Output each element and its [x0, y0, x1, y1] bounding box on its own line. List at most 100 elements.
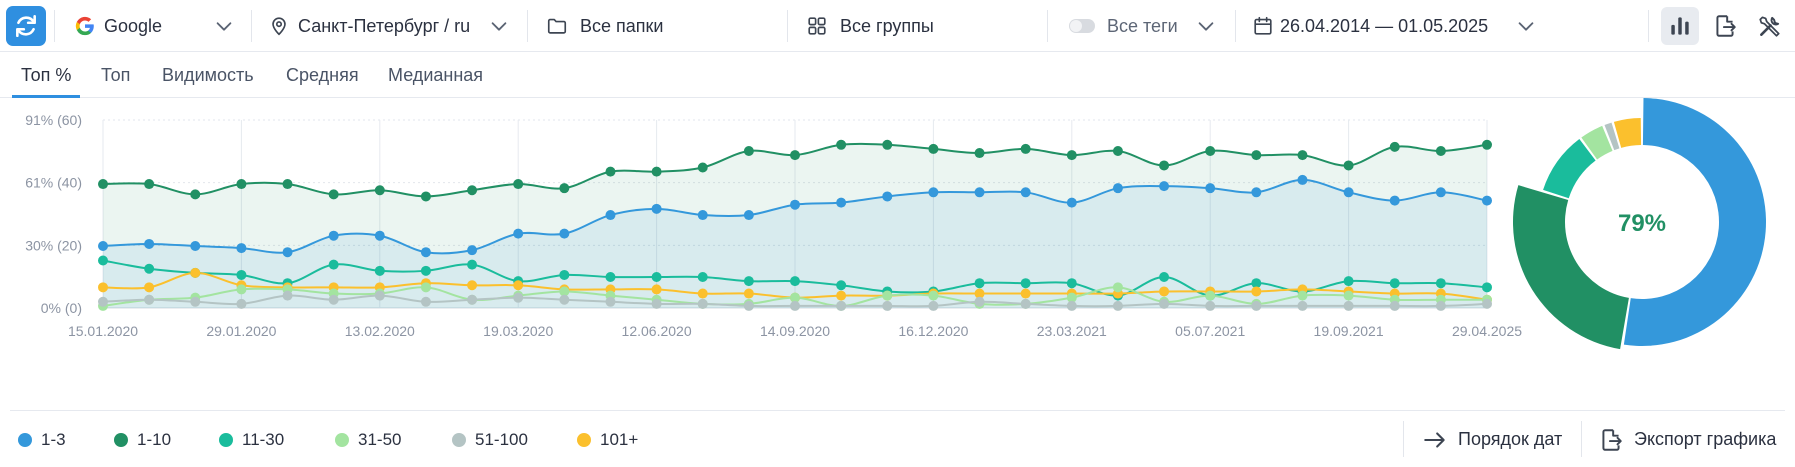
chevron-down-icon[interactable] — [1515, 15, 1537, 37]
data-point-1-3[interactable] — [1435, 187, 1446, 198]
data-point-11-30[interactable] — [743, 276, 754, 287]
data-point-51-100[interactable] — [374, 290, 385, 301]
chart-view-button[interactable] — [1661, 7, 1699, 45]
data-point-51-100[interactable] — [1112, 300, 1123, 311]
data-point-1-3[interactable] — [697, 210, 708, 221]
export-button[interactable] — [1706, 7, 1744, 45]
region-select[interactable]: Санкт-Петербург / ru — [268, 0, 470, 52]
data-point-11-30[interactable] — [1020, 278, 1031, 289]
data-point-1-10[interactable] — [974, 148, 985, 159]
data-point-31-50[interactable] — [420, 282, 431, 293]
data-point-11-30[interactable] — [467, 259, 478, 270]
settings-tools-button[interactable] — [1751, 7, 1789, 45]
data-point-1-10[interactable] — [836, 139, 847, 150]
export-chart-button[interactable]: Экспорт графика — [1598, 411, 1776, 467]
data-point-1-3[interactable] — [190, 241, 201, 252]
data-point-1-10[interactable] — [1435, 145, 1446, 156]
data-point-31-50[interactable] — [790, 292, 800, 303]
data-point-11-30[interactable] — [974, 278, 985, 289]
data-point-1-10[interactable] — [328, 189, 339, 200]
data-point-1-3[interactable] — [1297, 174, 1308, 185]
donut-slice-101+[interactable] — [1613, 118, 1642, 148]
data-point-51-100[interactable] — [743, 300, 754, 311]
data-point-31-50[interactable] — [236, 284, 247, 295]
data-point-1-10[interactable] — [1389, 141, 1400, 152]
data-point-51-100[interactable] — [1435, 300, 1446, 311]
data-point-11-30[interactable] — [1343, 276, 1354, 287]
legend-item-11-30[interactable]: 11-30 — [219, 411, 284, 467]
groups-select[interactable]: Все группы — [806, 0, 934, 52]
data-point-51-100[interactable] — [1159, 298, 1170, 309]
data-point-11-30[interactable] — [1066, 278, 1077, 289]
donut-slice-31-50[interactable] — [1581, 125, 1613, 160]
data-point-11-30[interactable] — [374, 265, 385, 276]
data-point-1-3[interactable] — [974, 187, 985, 198]
data-point-11-30[interactable] — [328, 259, 339, 270]
data-point-1-3[interactable] — [420, 247, 431, 258]
data-point-31-50[interactable] — [1343, 290, 1354, 301]
legend-item-31-50[interactable]: 31-50 — [335, 411, 401, 467]
data-point-31-50[interactable] — [1297, 290, 1308, 301]
data-point-51-100[interactable] — [282, 290, 293, 301]
data-point-51-100[interactable] — [1297, 300, 1308, 311]
data-point-31-50[interactable] — [1205, 290, 1216, 301]
data-point-1-3[interactable] — [836, 197, 847, 208]
data-point-1-3[interactable] — [1343, 187, 1354, 198]
donut-slice-11-30[interactable] — [1543, 138, 1596, 199]
data-point-51-100[interactable] — [513, 292, 524, 303]
data-point-51-100[interactable] — [836, 300, 847, 311]
data-point-1-3[interactable] — [1066, 197, 1077, 208]
data-point-1-3[interactable] — [1159, 181, 1170, 192]
data-point-51-100[interactable] — [605, 296, 616, 307]
data-point-1-10[interactable] — [144, 179, 155, 190]
data-point-31-50[interactable] — [882, 290, 893, 301]
data-point-1-3[interactable] — [559, 228, 570, 239]
data-point-1-3[interactable] — [374, 230, 385, 241]
data-point-1-3[interactable] — [1251, 187, 1262, 198]
chevron-down-icon[interactable] — [213, 15, 235, 37]
chart-points[interactable] — [98, 139, 1492, 311]
donut-slice-1-3[interactable] — [1623, 98, 1766, 346]
data-point-1-10[interactable] — [928, 143, 939, 154]
date-order-button[interactable]: Порядок дат — [1422, 411, 1562, 467]
data-point-11-30[interactable] — [1251, 278, 1262, 289]
data-point-1-3[interactable] — [882, 191, 893, 202]
data-point-51-100[interactable] — [559, 294, 570, 305]
data-point-51-100[interactable] — [1020, 298, 1031, 309]
data-point-1-10[interactable] — [420, 191, 431, 202]
data-point-101+[interactable] — [743, 288, 754, 299]
data-point-101+[interactable] — [513, 280, 524, 291]
data-point-1-3[interactable] — [790, 199, 800, 210]
data-point-11-30[interactable] — [420, 265, 431, 276]
data-point-1-3[interactable] — [513, 228, 524, 239]
data-point-51-100[interactable] — [190, 296, 201, 307]
data-point-1-10[interactable] — [1297, 150, 1308, 161]
refresh-button[interactable] — [6, 6, 46, 46]
data-point-1-3[interactable] — [743, 210, 754, 221]
data-point-31-50[interactable] — [928, 290, 939, 301]
data-point-11-30[interactable] — [144, 263, 155, 274]
data-point-1-10[interactable] — [1205, 145, 1216, 156]
data-point-1-3[interactable] — [1020, 187, 1031, 198]
data-point-1-10[interactable] — [513, 179, 524, 190]
data-point-1-3[interactable] — [605, 210, 616, 221]
data-point-11-30[interactable] — [1389, 278, 1400, 289]
data-point-51-100[interactable] — [467, 294, 478, 305]
data-point-1-10[interactable] — [1020, 143, 1031, 154]
data-point-1-10[interactable] — [282, 179, 293, 190]
data-point-11-30[interactable] — [836, 280, 847, 291]
data-point-1-10[interactable] — [1482, 139, 1492, 150]
donut-slice-51-100[interactable] — [1604, 122, 1620, 151]
data-point-1-10[interactable] — [790, 150, 800, 161]
data-point-101+[interactable] — [98, 282, 108, 293]
tab-visibility[interactable]: Видимость — [162, 65, 254, 85]
data-point-101+[interactable] — [1251, 286, 1262, 297]
data-point-1-3[interactable] — [98, 241, 108, 252]
data-point-101+[interactable] — [974, 288, 985, 299]
data-point-1-10[interactable] — [374, 185, 385, 196]
donut-chart[interactable]: 79% — [1512, 98, 1766, 350]
data-point-1-3[interactable] — [467, 245, 478, 256]
data-point-51-100[interactable] — [328, 294, 339, 305]
data-point-101+[interactable] — [1159, 286, 1170, 297]
data-point-1-10[interactable] — [1112, 145, 1123, 156]
